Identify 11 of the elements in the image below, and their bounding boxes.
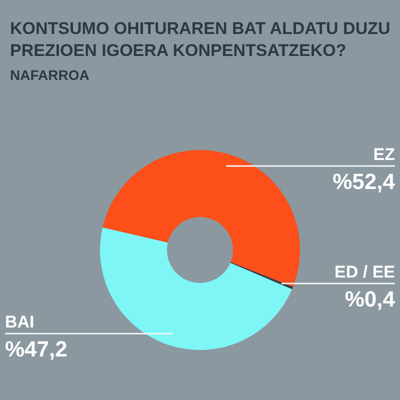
chart-subtitle: NAFARROA: [10, 67, 90, 83]
slice-label: EZ: [373, 144, 395, 164]
donut-slice: [102, 150, 300, 287]
slice-label: ED / EE: [334, 262, 395, 282]
data-label: %0,4: [344, 286, 396, 312]
slice-label: BAI: [5, 312, 34, 332]
donut-slice: [230, 262, 293, 290]
data-label: %47,2: [5, 336, 68, 362]
data-label: %52,4: [332, 168, 396, 194]
donut-slice: [100, 228, 292, 350]
chart-title: KONTSUMO OHITURAREN BAT ALDATU DUZU PREZIOEN IGOERA KONPENTSATZEKO?: [10, 19, 390, 60]
